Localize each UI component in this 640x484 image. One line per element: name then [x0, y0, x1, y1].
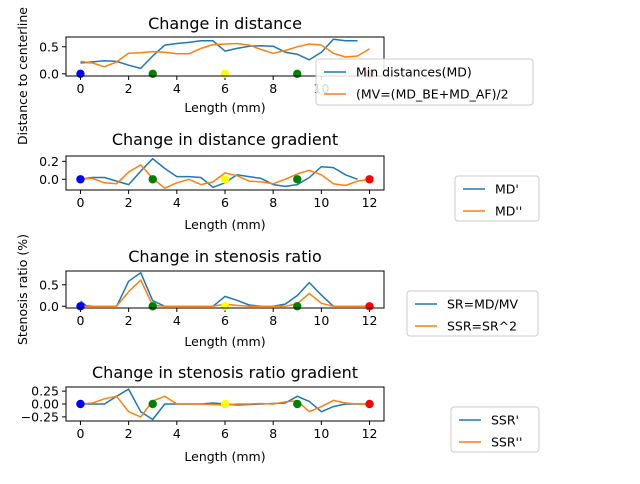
- marker-point: [76, 302, 85, 311]
- x-tick-label: 8: [269, 426, 277, 441]
- chart-title: Change in distance: [148, 14, 302, 33]
- legend-label: MD': [495, 182, 519, 197]
- x-axis-label: Length (mm): [184, 217, 265, 232]
- marker-point: [148, 69, 157, 79]
- marker-point: [220, 399, 230, 409]
- y-tick-label: 0.0: [39, 172, 59, 187]
- x-tick-label: 4: [173, 313, 181, 328]
- y-tick-label: 0.2: [39, 154, 59, 169]
- x-tick-label: 8: [269, 195, 277, 210]
- x-tick-label: 12: [362, 426, 378, 441]
- series-line-2: [80, 42, 370, 68]
- series-line-1: [80, 157, 358, 189]
- y-axis-label: Stenosis ratio (%): [15, 234, 30, 345]
- x-tick-label: 0: [76, 81, 84, 96]
- x-tick-label: 12: [362, 313, 378, 328]
- series-line-2: [80, 164, 370, 189]
- legend-label: SSR': [491, 413, 519, 428]
- marker-point: [148, 175, 157, 184]
- legend: MD' MD'': [454, 175, 540, 222]
- x-tick-label: 12: [362, 195, 378, 210]
- series-line-1: [80, 271, 370, 308]
- x-tick-label: 6: [221, 81, 229, 96]
- legend-box: [454, 175, 540, 222]
- marker-point: [365, 175, 374, 184]
- marker-point: [220, 175, 230, 184]
- series-line-1: [80, 38, 358, 70]
- marker-point: [148, 302, 157, 311]
- x-axis-label: Length (mm): [184, 449, 265, 464]
- x-tick-label: 0: [76, 313, 84, 328]
- x-tick-label: 10: [313, 195, 329, 210]
- chart-panel-2: Change in distance gradient 0 2 4 6 8 10 12 0.0 0…: [39, 130, 540, 232]
- y-axis-label: Distance to centerline: [15, 7, 30, 145]
- chart-panel-4: Change in stenosis ratio gradient 0 2 4 6 8 10…: [21, 363, 540, 464]
- x-tick-label: 2: [125, 313, 133, 328]
- x-tick-label: 10: [313, 426, 329, 441]
- x-tick-label: 2: [125, 426, 133, 441]
- marker-point: [76, 399, 85, 409]
- x-tick-label: 2: [125, 195, 133, 210]
- marker-point: [148, 399, 157, 409]
- y-tick-label: −0.25: [21, 409, 59, 424]
- x-tick-label: 0: [76, 426, 84, 441]
- legend-label: Min distances(MD): [356, 65, 472, 80]
- x-tick-label: 10: [313, 313, 329, 328]
- marker-point: [365, 399, 374, 409]
- x-axis-label: Length (mm): [184, 334, 265, 349]
- chart-title: Change in distance gradient: [112, 130, 338, 149]
- legend: SR=MD/MV SSR=SR^2: [406, 290, 539, 337]
- axes-frame: [65, 36, 385, 77]
- y-tick-label: 0.0: [39, 299, 59, 314]
- marker-point: [293, 69, 302, 79]
- x-tick-label: 4: [173, 426, 181, 441]
- chart-title: Change in stenosis ratio gradient: [92, 363, 358, 382]
- y-tick-label: 0.0: [39, 66, 59, 81]
- y-tick-label: 0.5: [39, 277, 59, 292]
- x-tick-label: 6: [221, 195, 229, 210]
- marker-point: [293, 175, 302, 184]
- marker-point: [293, 399, 302, 409]
- x-tick-label: 8: [269, 81, 277, 96]
- legend-label: MD'': [495, 204, 522, 219]
- legend: Min distances(MD) (MV=(MD_BE+MD_AF)/2: [315, 58, 534, 106]
- marker-point: [293, 302, 302, 311]
- y-tick-label: 0.00: [31, 397, 59, 412]
- marker-point: [365, 302, 374, 311]
- x-tick-label: 6: [221, 426, 229, 441]
- legend-box: [450, 406, 540, 453]
- x-tick-label: 8: [269, 313, 277, 328]
- marker-point: [220, 69, 230, 79]
- legend-label: SSR=SR^2: [447, 319, 517, 334]
- legend-label: SR=MD/MV: [447, 297, 519, 312]
- x-tick-label: 4: [173, 81, 181, 96]
- chart-panel-3: Change in stenosis ratio 0 2 4 6 8 10 12 0.0 0.5 L…: [15, 234, 539, 349]
- x-tick-label: 0: [76, 195, 84, 210]
- x-tick-label: 6: [221, 313, 229, 328]
- marker-point: [220, 302, 230, 311]
- y-tick-label: 0.5: [39, 39, 59, 54]
- x-axis-label: Length (mm): [184, 100, 265, 115]
- axes-frame: [65, 386, 385, 422]
- marker-point: [76, 175, 85, 184]
- x-tick-label: 4: [173, 195, 181, 210]
- axes-frame: [65, 270, 385, 309]
- y-tick-label: 0.25: [31, 384, 59, 399]
- legend-box: [406, 290, 539, 337]
- legend-box: [315, 58, 534, 106]
- x-tick-label: 2: [125, 81, 133, 96]
- chart-title: Change in stenosis ratio: [128, 247, 322, 266]
- legend-label: (MV=(MD_BE+MD_AF)/2: [356, 87, 509, 102]
- axes-frame: [65, 155, 385, 191]
- marker-point: [76, 69, 85, 79]
- legend-label: SSR'': [491, 435, 522, 450]
- legend: SSR' SSR'': [450, 406, 540, 453]
